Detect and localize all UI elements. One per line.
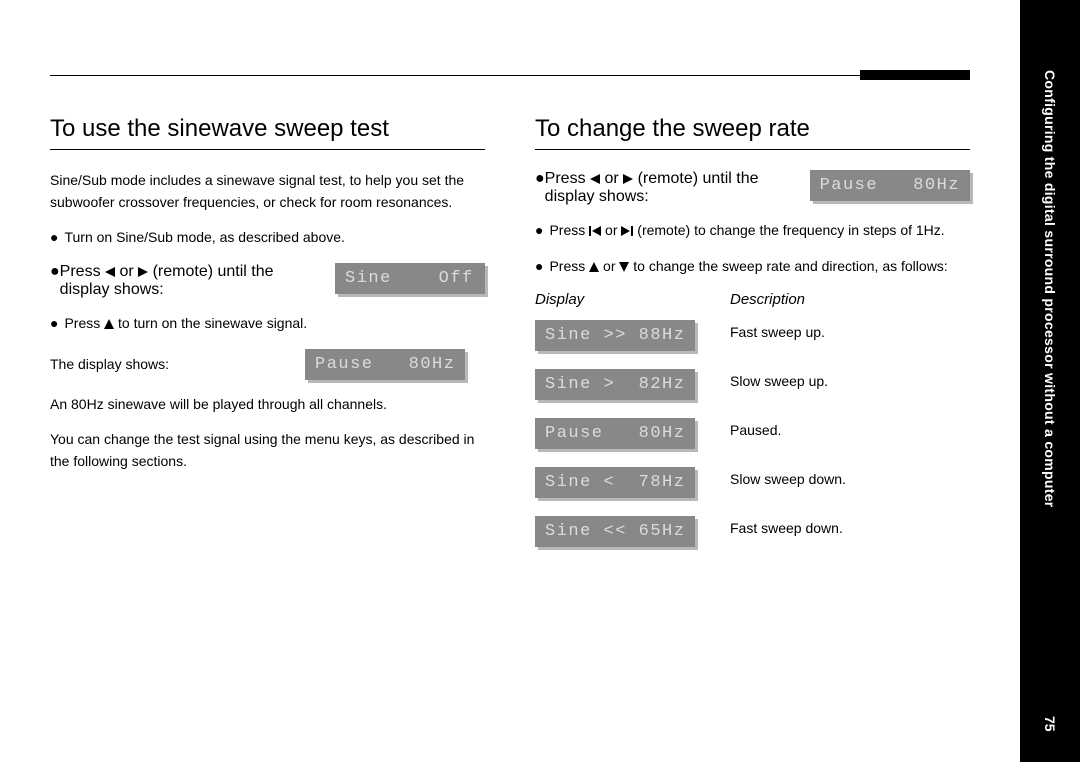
bullet-with-display: ● Press or (remote) until the display sh… <box>50 263 485 299</box>
intro-paragraph: Sine/Sub mode includes a sinewave signal… <box>50 170 485 213</box>
column-header-display: Display <box>535 291 730 308</box>
down-arrow-icon <box>619 262 629 272</box>
bullet-text: Press or (remote) to change the frequenc… <box>549 220 970 242</box>
right-heading: To change the sweep rate <box>535 115 970 150</box>
body-paragraph: You can change the test signal using the… <box>50 429 485 472</box>
table-row: Sine >> 88Hz Fast sweep up. <box>535 320 970 351</box>
row-description: Slow sweep up. <box>730 369 828 389</box>
up-arrow-icon <box>589 262 599 272</box>
bullet-icon: ● <box>50 227 58 248</box>
table-row: Sine < 78Hz Slow sweep down. <box>535 467 970 498</box>
table-row: Pause 80Hz Paused. <box>535 418 970 449</box>
chapter-title: Configuring the digital surround process… <box>1020 70 1080 710</box>
bullet-item: ● Press or (remote) to change the freque… <box>535 220 970 242</box>
table-row: Sine << 65Hz Fast sweep down. <box>535 516 970 547</box>
bullet-text: Press or (remote) until the display show… <box>545 170 798 206</box>
column-header-description: Description <box>730 291 805 308</box>
bullet-icon: ● <box>535 256 543 277</box>
bullet-item: ● Press to turn on the sinewave signal. <box>50 313 485 335</box>
bullet-icon: ● <box>535 220 543 241</box>
row-description: Fast sweep up. <box>730 320 825 340</box>
bullet-with-display: ● Press or (remote) until the display sh… <box>535 170 970 206</box>
table-header: Display Description <box>535 291 970 308</box>
bullet-text: Press or to change the sweep rate and di… <box>549 256 970 278</box>
lcd-display: Sine < 78Hz <box>535 467 695 498</box>
bullet-icon: ● <box>535 170 545 206</box>
bullet-text: Press or (remote) until the display show… <box>60 263 323 299</box>
bullet-icon: ● <box>50 313 58 334</box>
body-paragraph: An 80Hz sinewave will be played through … <box>50 394 485 416</box>
bullet-item: ● Turn on Sine/Sub mode, as described ab… <box>50 227 485 249</box>
row-description: Fast sweep down. <box>730 516 843 536</box>
lcd-display: Pause 80Hz <box>535 418 695 449</box>
lcd-display: Sine > 82Hz <box>535 369 695 400</box>
right-column: To change the sweep rate ● Press or (rem… <box>535 115 970 565</box>
table-row: Sine > 82Hz Slow sweep up. <box>535 369 970 400</box>
skip-back-icon <box>589 226 601 236</box>
sidebar: Configuring the digital surround process… <box>1020 0 1080 762</box>
lcd-display: Sine >> 88Hz <box>535 320 695 351</box>
right-arrow-icon <box>623 174 633 184</box>
bullet-text: Turn on Sine/Sub mode, as described abov… <box>64 227 485 249</box>
top-rule <box>50 70 970 80</box>
up-arrow-icon <box>104 319 114 329</box>
bullet-text: Press to turn on the sinewave signal. <box>64 313 485 335</box>
row-description: Paused. <box>730 418 781 438</box>
row-description: Slow sweep down. <box>730 467 846 487</box>
lcd-display: Pause 80Hz <box>810 170 970 201</box>
display-shows-label: The display shows: <box>50 356 305 372</box>
lcd-display: Sine << 65Hz <box>535 516 695 547</box>
manual-page: To use the sinewave sweep test Sine/Sub … <box>0 0 1020 762</box>
left-arrow-icon <box>105 267 115 277</box>
lcd-display: Pause 80Hz <box>305 349 465 380</box>
display-shows-row: The display shows: Pause 80Hz <box>50 349 485 380</box>
skip-forward-icon <box>621 226 633 236</box>
right-arrow-icon <box>138 267 148 277</box>
bullet-icon: ● <box>50 263 60 299</box>
page-number: 75 <box>1042 716 1058 732</box>
left-heading: To use the sinewave sweep test <box>50 115 485 150</box>
bullet-item: ● Press or to change the sweep rate and … <box>535 256 970 278</box>
left-column: To use the sinewave sweep test Sine/Sub … <box>50 115 485 565</box>
lcd-display: Sine Off <box>335 263 485 294</box>
left-arrow-icon <box>590 174 600 184</box>
